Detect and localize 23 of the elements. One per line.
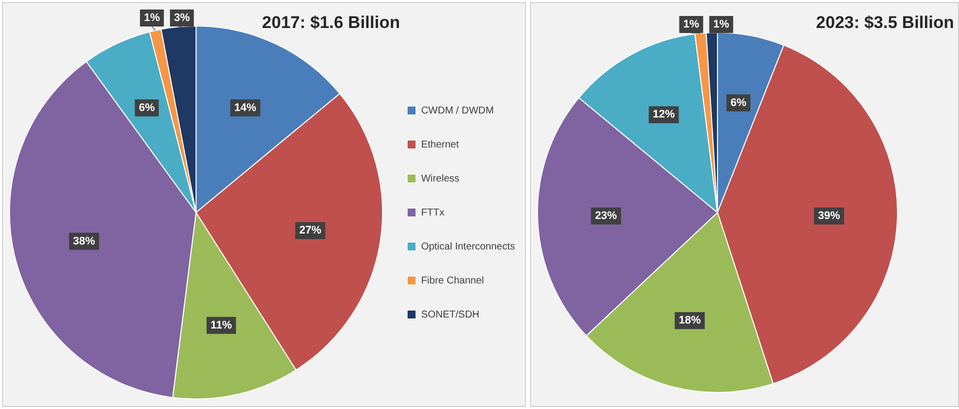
data-label: 1% bbox=[683, 18, 700, 31]
chart-title: 2023: $3.5 Billion bbox=[816, 13, 954, 32]
data-label: 12% bbox=[652, 108, 675, 121]
data-label: 14% bbox=[234, 102, 256, 114]
data-label: 18% bbox=[678, 314, 701, 327]
legend-label: CWDM / DWDM bbox=[421, 105, 494, 116]
data-label: 1% bbox=[713, 18, 730, 31]
data-label: 11% bbox=[210, 319, 232, 332]
data-label: 27% bbox=[299, 224, 322, 237]
data-label: 3% bbox=[174, 12, 190, 24]
chart-title: 2017: $1.6 Billion bbox=[262, 13, 400, 32]
legend-label: Optical Interconnects bbox=[421, 241, 515, 252]
data-label: 38% bbox=[73, 235, 96, 248]
legend-label: FTTx bbox=[421, 207, 444, 218]
legend-label: Ethernet bbox=[421, 139, 460, 150]
legend-label: Fibre Channel bbox=[421, 275, 484, 286]
data-label: 1% bbox=[144, 12, 160, 24]
legend-label: SONET/SDH bbox=[421, 309, 480, 320]
data-label: 39% bbox=[818, 210, 840, 222]
data-label: 23% bbox=[594, 210, 618, 222]
data-label: 6% bbox=[138, 102, 155, 114]
legend-label: Wireless bbox=[421, 173, 460, 184]
data-label: 6% bbox=[730, 96, 747, 109]
